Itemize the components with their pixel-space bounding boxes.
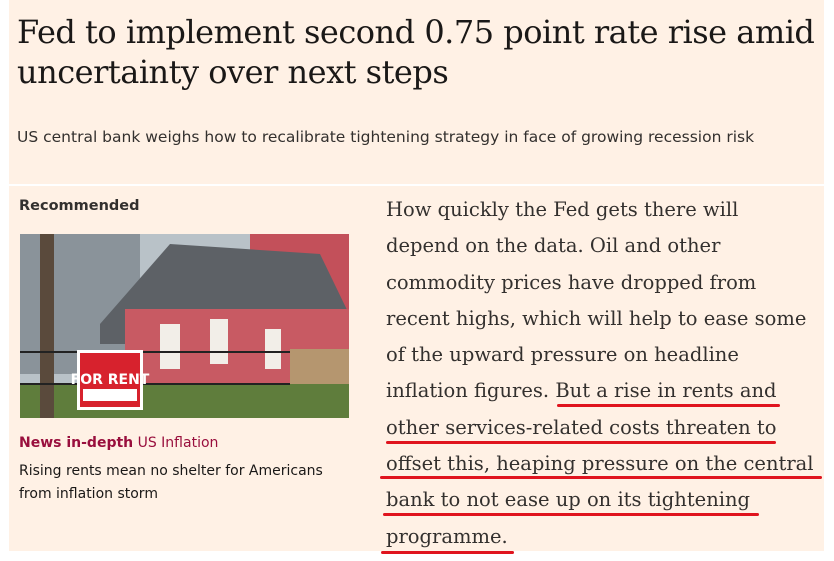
body-line: inflation figures. But a rise in rents a…: [386, 373, 814, 409]
standfirst: US central bank weighs how to recalibrat…: [17, 128, 755, 146]
red-underline: [383, 513, 759, 517]
red-underline: [557, 404, 780, 408]
for-rent-sign: FOR RENT: [71, 372, 150, 388]
body-line: bank to not ease up on its tightening: [383, 482, 814, 518]
highlighted-text: But a rise in rents and: [555, 379, 777, 403]
end-punctuation: .: [501, 524, 508, 548]
body-line: How quickly the Fed gets there will: [386, 198, 739, 221]
recommended-heading: Recommended: [19, 198, 140, 214]
article-page: Fed to implement second 0.75 point rate …: [9, 0, 824, 554]
recommended-image[interactable]: FOR RENT: [20, 234, 349, 418]
red-underline: [381, 550, 514, 554]
red-underline: [380, 476, 822, 480]
body-line: recent highs, which will help to ease so…: [386, 306, 807, 330]
category-link[interactable]: News in-depth: [19, 435, 134, 451]
body-line: of the upward pressure on headline: [386, 343, 739, 367]
headline: Fed to implement second 0.75 point rate …: [17, 13, 815, 91]
divider: [9, 184, 824, 186]
highlighted-text: other services-related costs threaten to: [386, 415, 777, 439]
body-line: programme.: [381, 519, 814, 555]
lead-in-text: inflation figures.: [386, 379, 556, 403]
topic-link[interactable]: US Inflation: [137, 435, 219, 451]
body-line: other services-related costs threaten to: [386, 410, 814, 446]
article-body: How quickly the Fed gets there will depe…: [380, 192, 822, 555]
red-underline: [386, 440, 776, 444]
highlighted-text: programme: [386, 524, 502, 548]
recommended-meta: News in-depth US Inflation: [19, 435, 218, 451]
highlighted-text: offset this, heaping pressure on the cen…: [386, 452, 814, 476]
highlighted-text: bank to not ease up on its tightening: [386, 488, 751, 512]
body-line: commodity prices have dropped from: [386, 270, 757, 294]
body-line: offset this, heaping pressure on the cen…: [380, 446, 822, 482]
body-line: depend on the data. Oil and other: [386, 234, 721, 258]
recommended-title-link[interactable]: Rising rents mean no shelter for America…: [19, 463, 323, 502]
